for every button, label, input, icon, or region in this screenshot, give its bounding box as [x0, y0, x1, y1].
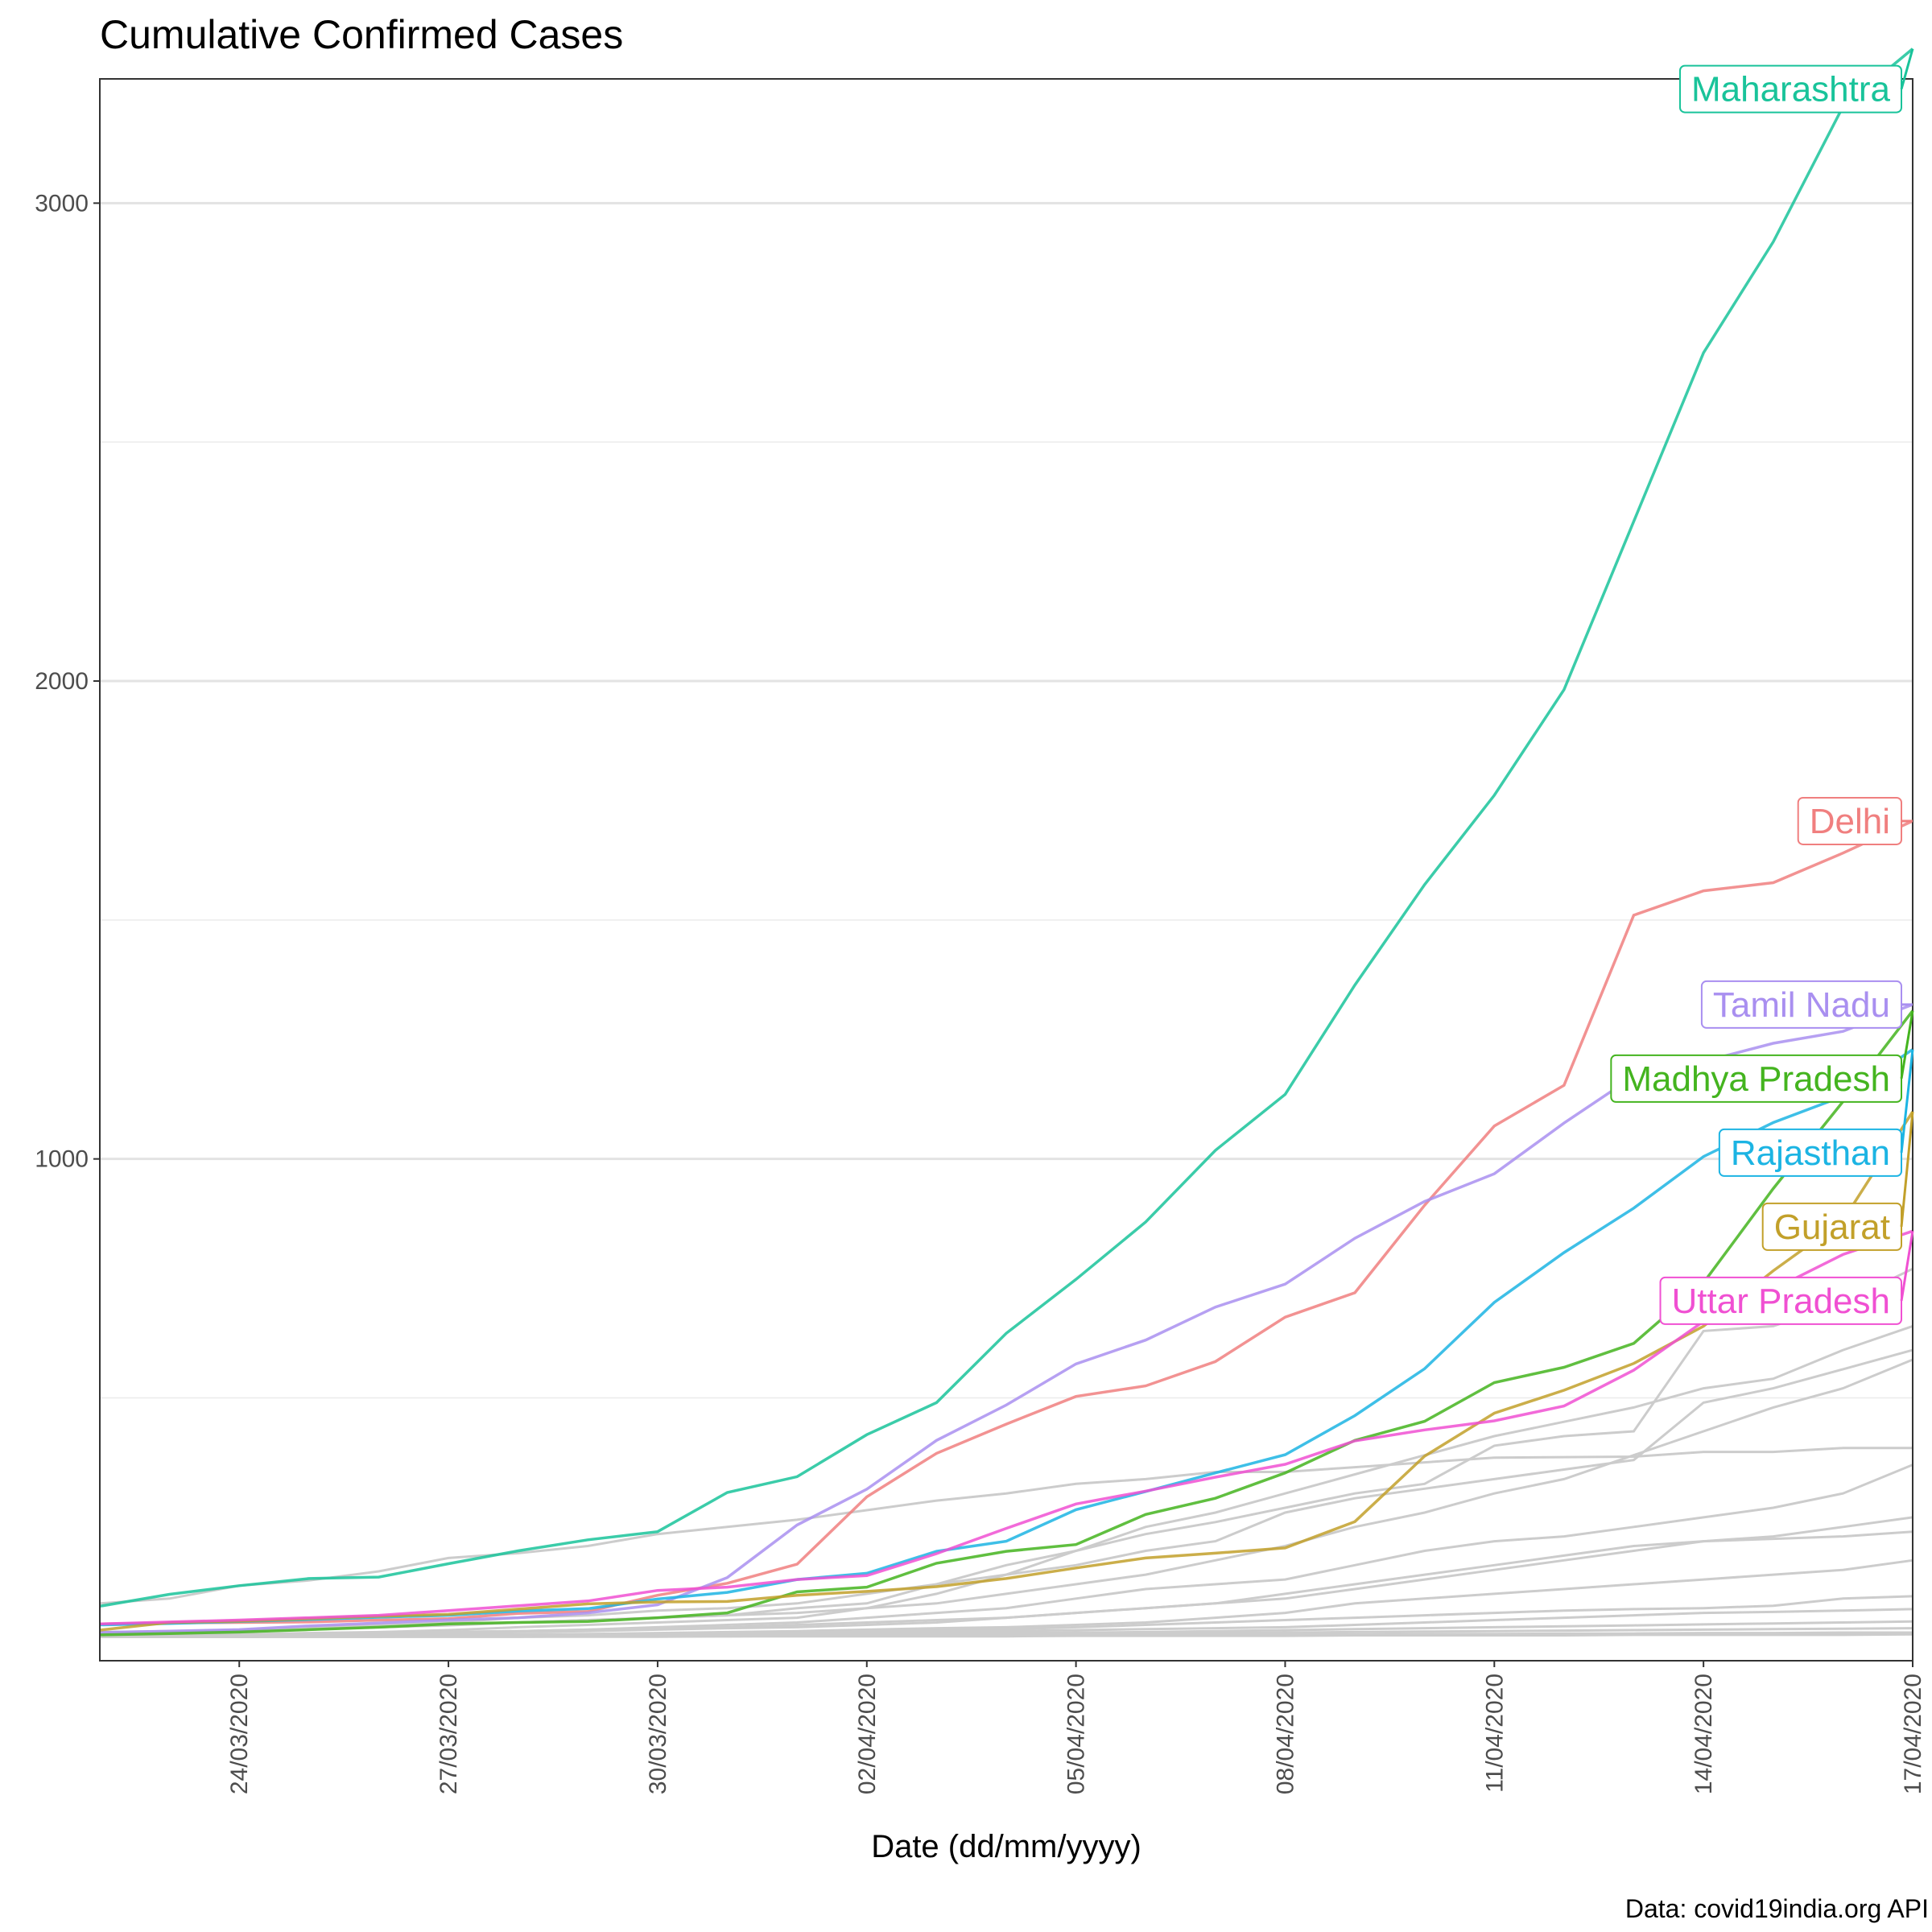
series-label-text: Madhya Pradesh: [1622, 1059, 1890, 1099]
chart-title: Cumulative Confirmed Cases: [100, 12, 623, 57]
series-label-leader: [1900, 48, 1914, 90]
plot-panel-border: [99, 78, 1913, 1662]
series-label-text: Maharashtra: [1691, 70, 1891, 109]
background-series-line: [99, 1348, 1913, 1633]
x-tick-label: 27/03/2020: [436, 1674, 462, 1794]
x-tick-label: 17/04/2020: [1900, 1674, 1926, 1794]
x-tick-label: 24/03/2020: [226, 1674, 253, 1794]
grid-lines: [100, 201, 1913, 1399]
series-label-leader: [1900, 1231, 1914, 1302]
x-tick-label: 30/03/2020: [645, 1674, 671, 1794]
data-source-caption: Data: covid19india.org API: [1625, 1894, 1929, 1923]
x-tick-label: 11/04/2020: [1481, 1674, 1508, 1793]
background-series-line: [100, 1633, 1913, 1638]
series-line-maharashtra: [99, 47, 1914, 1608]
series-line-uttar-pradesh: [99, 1229, 1913, 1626]
series-label-leader: [1900, 1111, 1914, 1228]
series-label-text: Tamil Nadu: [1713, 985, 1890, 1025]
background-series-line: [99, 1324, 1913, 1638]
highlighted-series-lines: [99, 47, 1914, 1637]
series-label-text: Rajasthan: [1731, 1133, 1890, 1173]
series-label-gujarat: Gujarat: [1761, 1111, 1914, 1251]
series-line-madhya-pradesh: [99, 1009, 1914, 1637]
series-label-madhya-pradesh: Madhya Pradesh: [1610, 1010, 1914, 1103]
y-tick-label: 1000: [35, 1146, 89, 1173]
series-label-delhi: Delhi: [1797, 796, 1913, 845]
y-axis: 1000 2000 3000: [35, 190, 100, 1173]
series-label-maharashtra: Maharashtra: [1678, 48, 1914, 114]
background-series-line: [99, 1447, 1913, 1605]
series-label-text: Gujarat: [1774, 1208, 1890, 1247]
series-label-text: Uttar Pradesh: [1672, 1282, 1890, 1321]
background-series-line: [99, 1358, 1913, 1636]
series-label-text: Delhi: [1810, 802, 1890, 841]
series-line-gujarat: [99, 1110, 1914, 1632]
x-tick-label: 02/04/2020: [854, 1674, 881, 1794]
background-series-lines: [99, 1267, 1913, 1638]
background-series-line: [99, 1530, 1913, 1638]
series-label-rajasthan: Rajasthan: [1718, 1049, 1914, 1177]
series-label-leader: [1900, 1010, 1914, 1080]
series-label-uttar-pradesh: Uttar Pradesh: [1659, 1231, 1914, 1325]
series-line-delhi: [99, 819, 1913, 1626]
x-tick-label: 08/04/2020: [1272, 1674, 1298, 1794]
x-tick-label: 05/04/2020: [1063, 1674, 1090, 1794]
y-tick-label: 2000: [35, 668, 89, 695]
x-axis: 24/03/2020 27/03/2020 30/03/2020 02/04/2020…: [226, 1661, 1926, 1794]
series-label-leader: [1900, 1049, 1914, 1154]
x-tick-label: 14/04/2020: [1690, 1674, 1717, 1794]
y-tick-label: 3000: [35, 190, 89, 217]
x-axis-title: Date (dd/mm/yyyy): [871, 1829, 1141, 1864]
series-label-tamil-nadu: Tamil Nadu: [1700, 980, 1913, 1029]
series-labels: Maharashtra Delhi Tamil Nadu Madhya Pradesh…: [1610, 48, 1914, 1325]
